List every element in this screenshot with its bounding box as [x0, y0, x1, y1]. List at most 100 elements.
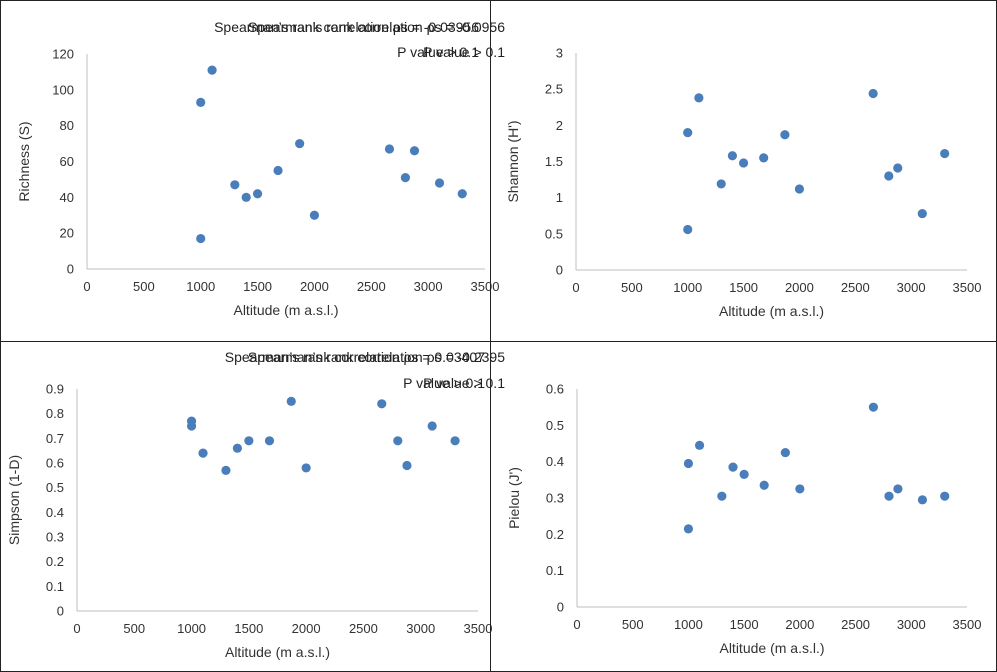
y-tick-label: 0.3: [46, 530, 64, 545]
data-point: [717, 491, 727, 501]
data-point: [207, 65, 217, 75]
y-tick-label: 0.2: [46, 554, 64, 569]
data-point: [402, 460, 412, 471]
data-point: [683, 127, 693, 138]
x-tick-label: 2000: [292, 621, 321, 636]
data-point: [427, 421, 437, 431]
x-tick-label: 1000: [673, 280, 702, 295]
data-point: [940, 148, 950, 159]
data-point: [273, 165, 283, 176]
data-point: [264, 436, 275, 446]
y-tick-label: 0.4: [546, 454, 564, 469]
data-point: [232, 443, 242, 453]
x-tick-label: 500: [133, 279, 155, 294]
x-tick-label: 500: [621, 280, 643, 295]
x-axis-title: Altitude (m a.s.l.): [225, 644, 330, 660]
data-point: [230, 180, 240, 190]
x-axis-title: Altitude (m a.s.l.): [719, 640, 824, 656]
data-point: [893, 484, 903, 494]
data-point: [716, 179, 726, 189]
chart-svg: 0 500 1000 1500 2000 2500 3000 3500 0 0.5 1 1.5 2 2.5…: [248, 19, 982, 319]
x-tick-label: 1000: [186, 279, 215, 294]
y-tick-label: 120: [52, 47, 74, 62]
data-point: [868, 402, 878, 412]
data-point: [795, 484, 805, 494]
data-point: [196, 233, 206, 244]
x-tick-label: 2500: [841, 617, 870, 632]
y-tick-label: 0.4: [46, 505, 64, 520]
x-tick-label: 500: [123, 621, 145, 636]
y-tick-label: 0.3: [546, 491, 564, 506]
y-axis-title: Simpson (1-D): [6, 455, 22, 545]
y-tick-label: 0.2: [546, 527, 564, 542]
x-tick-label: 1500: [729, 280, 758, 295]
x-tick-label: 2000: [300, 279, 329, 294]
y-tick-label: 0.7: [46, 431, 64, 446]
chart-svg: 0 500 1000 1500 2000 2500 3000 3500 0 0.1 0.2 0.3 0.…: [6, 349, 493, 660]
chart-svg: 0 500 1000 1500 2000 2500 3000 3500 0 0.1 0.2 0.3 0.…: [248, 349, 982, 656]
y-tick-label: 100: [52, 82, 74, 97]
x-tick-label: 2500: [841, 280, 870, 295]
y-tick-label: 0.8: [46, 406, 64, 421]
data-point: [780, 447, 790, 458]
data-point: [221, 465, 231, 475]
y-tick-label: 1.5: [545, 154, 563, 169]
data-point: [683, 224, 693, 235]
data-point: [759, 480, 769, 490]
data-point: [727, 151, 737, 161]
data-point: [198, 448, 208, 458]
data-point: [409, 146, 420, 156]
y-tick-label: 2.5: [545, 82, 563, 97]
data-point: [196, 97, 206, 107]
x-tick-label: 0: [83, 279, 90, 294]
x-tick-label: 2500: [357, 279, 386, 294]
y-tick-label: 0: [57, 604, 64, 619]
y-tick-label: 20: [60, 226, 74, 241]
y-tick-label: 40: [60, 190, 74, 205]
x-axis-title: Altitude (m a.s.l.): [233, 302, 338, 318]
data-point: [694, 93, 704, 103]
data-point: [450, 436, 460, 446]
panel-shannon: 0 500 1000 1500 2000 2500 3000 3500 0 0.5 1 1.5 2 2.5…: [248, 0, 997, 341]
y-tick-label: 3: [556, 46, 563, 61]
x-tick-label: 500: [622, 617, 644, 632]
data-point: [244, 436, 254, 446]
data-point: [252, 189, 263, 199]
data-point: [739, 469, 749, 479]
x-tick-label: 1500: [234, 621, 263, 636]
x-tick-label: 3000: [897, 280, 926, 295]
x-tick-label: 1000: [177, 621, 206, 636]
data-point: [241, 192, 251, 202]
panel-pielou: 0 500 1000 1500 2000 2500 3000 3500 0 0.1 0.2 0.3 0.…: [248, 341, 997, 672]
y-axis-title: Shannon (H'): [505, 120, 521, 202]
y-tick-label: 0.9: [46, 382, 64, 397]
data-point: [940, 491, 950, 501]
y-tick-label: 0.5: [545, 226, 563, 241]
x-tick-label: 2000: [785, 280, 814, 295]
y-tick-label: 0.5: [546, 418, 564, 433]
x-tick-label: 3500: [471, 279, 500, 294]
y-tick-label: 0.1: [46, 579, 64, 594]
y-tick-label: 0.5: [46, 480, 64, 495]
data-point: [728, 462, 738, 472]
y-tick-label: 0.1: [546, 563, 564, 578]
y-tick-label: 2: [556, 118, 563, 133]
data-point: [694, 440, 705, 450]
y-tick-label: 60: [60, 154, 74, 169]
data-point: [384, 144, 395, 154]
y-tick-label: 0: [67, 262, 74, 277]
data-point: [893, 163, 903, 173]
x-tick-label: 0: [573, 617, 580, 632]
x-tick-label: 3500: [464, 621, 493, 636]
x-axis-title: Altitude (m a.s.l.): [719, 303, 824, 319]
p-value-annotation: P value > 0.1: [397, 44, 479, 60]
correlation-annotation: Spearman’s rank correlation ρs = -0.0956: [248, 19, 505, 35]
x-tick-label: 1000: [674, 617, 703, 632]
panel-richness: 0 500 1000 1500 2000 2500 3000 3500 0 20 40 60 80 100…: [0, 0, 499, 341]
data-point: [683, 524, 694, 534]
correlation-annotation: Spearman’s rank correlation ρs = -0.2395: [248, 349, 505, 365]
data-point: [393, 436, 403, 446]
chart-svg: 0 500 1000 1500 2000 2500 3000 3500 0 20 40 60 80 100…: [16, 19, 499, 318]
x-tick-label: 1500: [730, 617, 759, 632]
x-tick-label: 2000: [785, 617, 814, 632]
